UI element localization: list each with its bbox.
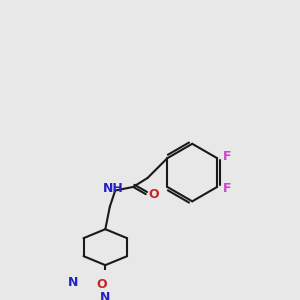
- Text: F: F: [223, 182, 231, 195]
- Text: NH: NH: [103, 182, 123, 195]
- Text: N: N: [100, 291, 110, 300]
- Text: F: F: [223, 150, 231, 163]
- Text: O: O: [96, 278, 107, 291]
- Text: O: O: [148, 188, 159, 201]
- Text: N: N: [68, 276, 78, 289]
